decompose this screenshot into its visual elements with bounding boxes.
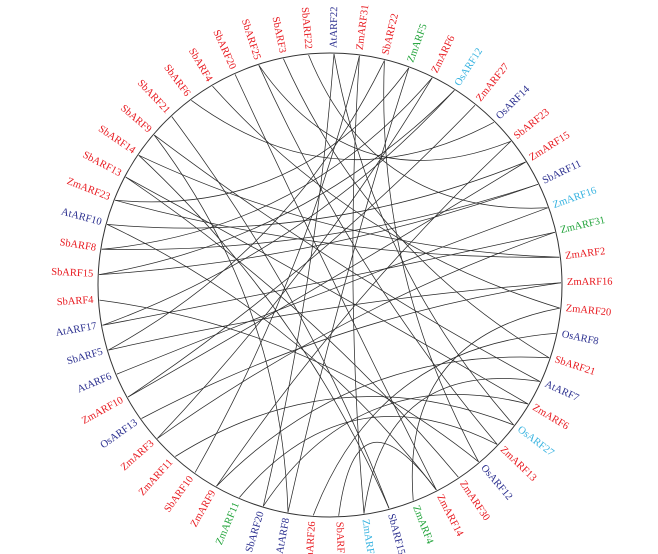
gene-link — [102, 90, 455, 326]
gene-label: SbARF15 — [51, 267, 93, 280]
gene-link — [108, 282, 562, 351]
gene-link — [216, 356, 550, 487]
gene-link — [287, 67, 410, 513]
gene-link — [106, 224, 437, 491]
gene-link — [194, 55, 360, 473]
gene-label: ZmARF15 — [360, 519, 378, 554]
gene-link — [138, 155, 390, 509]
gene-link — [258, 64, 511, 161]
gene-link — [115, 199, 560, 258]
gene-link — [154, 134, 541, 382]
gene-link — [99, 299, 479, 463]
gene-link — [157, 231, 556, 439]
gene-label: SbARF4 — [56, 295, 94, 308]
gene-link — [262, 53, 335, 507]
gene-label: ZmARF16 — [567, 277, 613, 288]
gene-link — [138, 154, 560, 258]
gene-link — [338, 442, 437, 516]
gene-link — [262, 394, 529, 507]
gene-link — [191, 99, 495, 160]
gene-label: AtARF22 — [329, 6, 341, 48]
link-group — [99, 53, 562, 516]
gene-link — [258, 65, 498, 445]
outer-circle — [97, 52, 563, 518]
gene-link — [312, 332, 556, 516]
gene-link — [108, 60, 385, 351]
gene-link — [127, 104, 476, 398]
gene-link — [101, 183, 539, 250]
gene-link — [154, 134, 289, 513]
gene-link — [363, 378, 540, 514]
gene-link — [171, 116, 390, 509]
gene-link — [141, 282, 562, 419]
gene-label: ZmARF20 — [565, 303, 611, 318]
gene-label: ZmARF2 — [565, 246, 606, 262]
gene-link — [333, 53, 514, 426]
gene-link — [102, 231, 555, 326]
gene-link — [216, 141, 512, 487]
gene-link — [175, 396, 514, 457]
gene-link — [157, 77, 433, 439]
gene-link — [107, 161, 526, 229]
gene-label: SbARF19 — [333, 522, 346, 554]
gene-link — [125, 176, 529, 405]
gene-link — [283, 58, 550, 359]
gene-link — [115, 67, 410, 203]
gene-link — [125, 176, 459, 478]
gene-link — [116, 207, 548, 375]
gene-link — [101, 77, 433, 250]
gene-label: ZmARF26 — [304, 521, 318, 554]
gene-link — [352, 55, 365, 514]
gene-link — [308, 54, 548, 209]
gene-label: SbARF22 — [299, 7, 314, 50]
gene-link — [99, 90, 455, 275]
gene-link — [234, 74, 437, 491]
gene-link — [383, 60, 479, 462]
gene-link — [212, 85, 560, 309]
